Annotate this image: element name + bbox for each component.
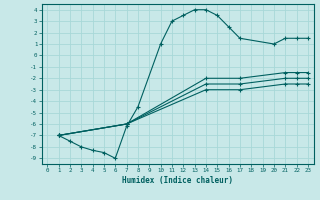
X-axis label: Humidex (Indice chaleur): Humidex (Indice chaleur): [122, 176, 233, 185]
